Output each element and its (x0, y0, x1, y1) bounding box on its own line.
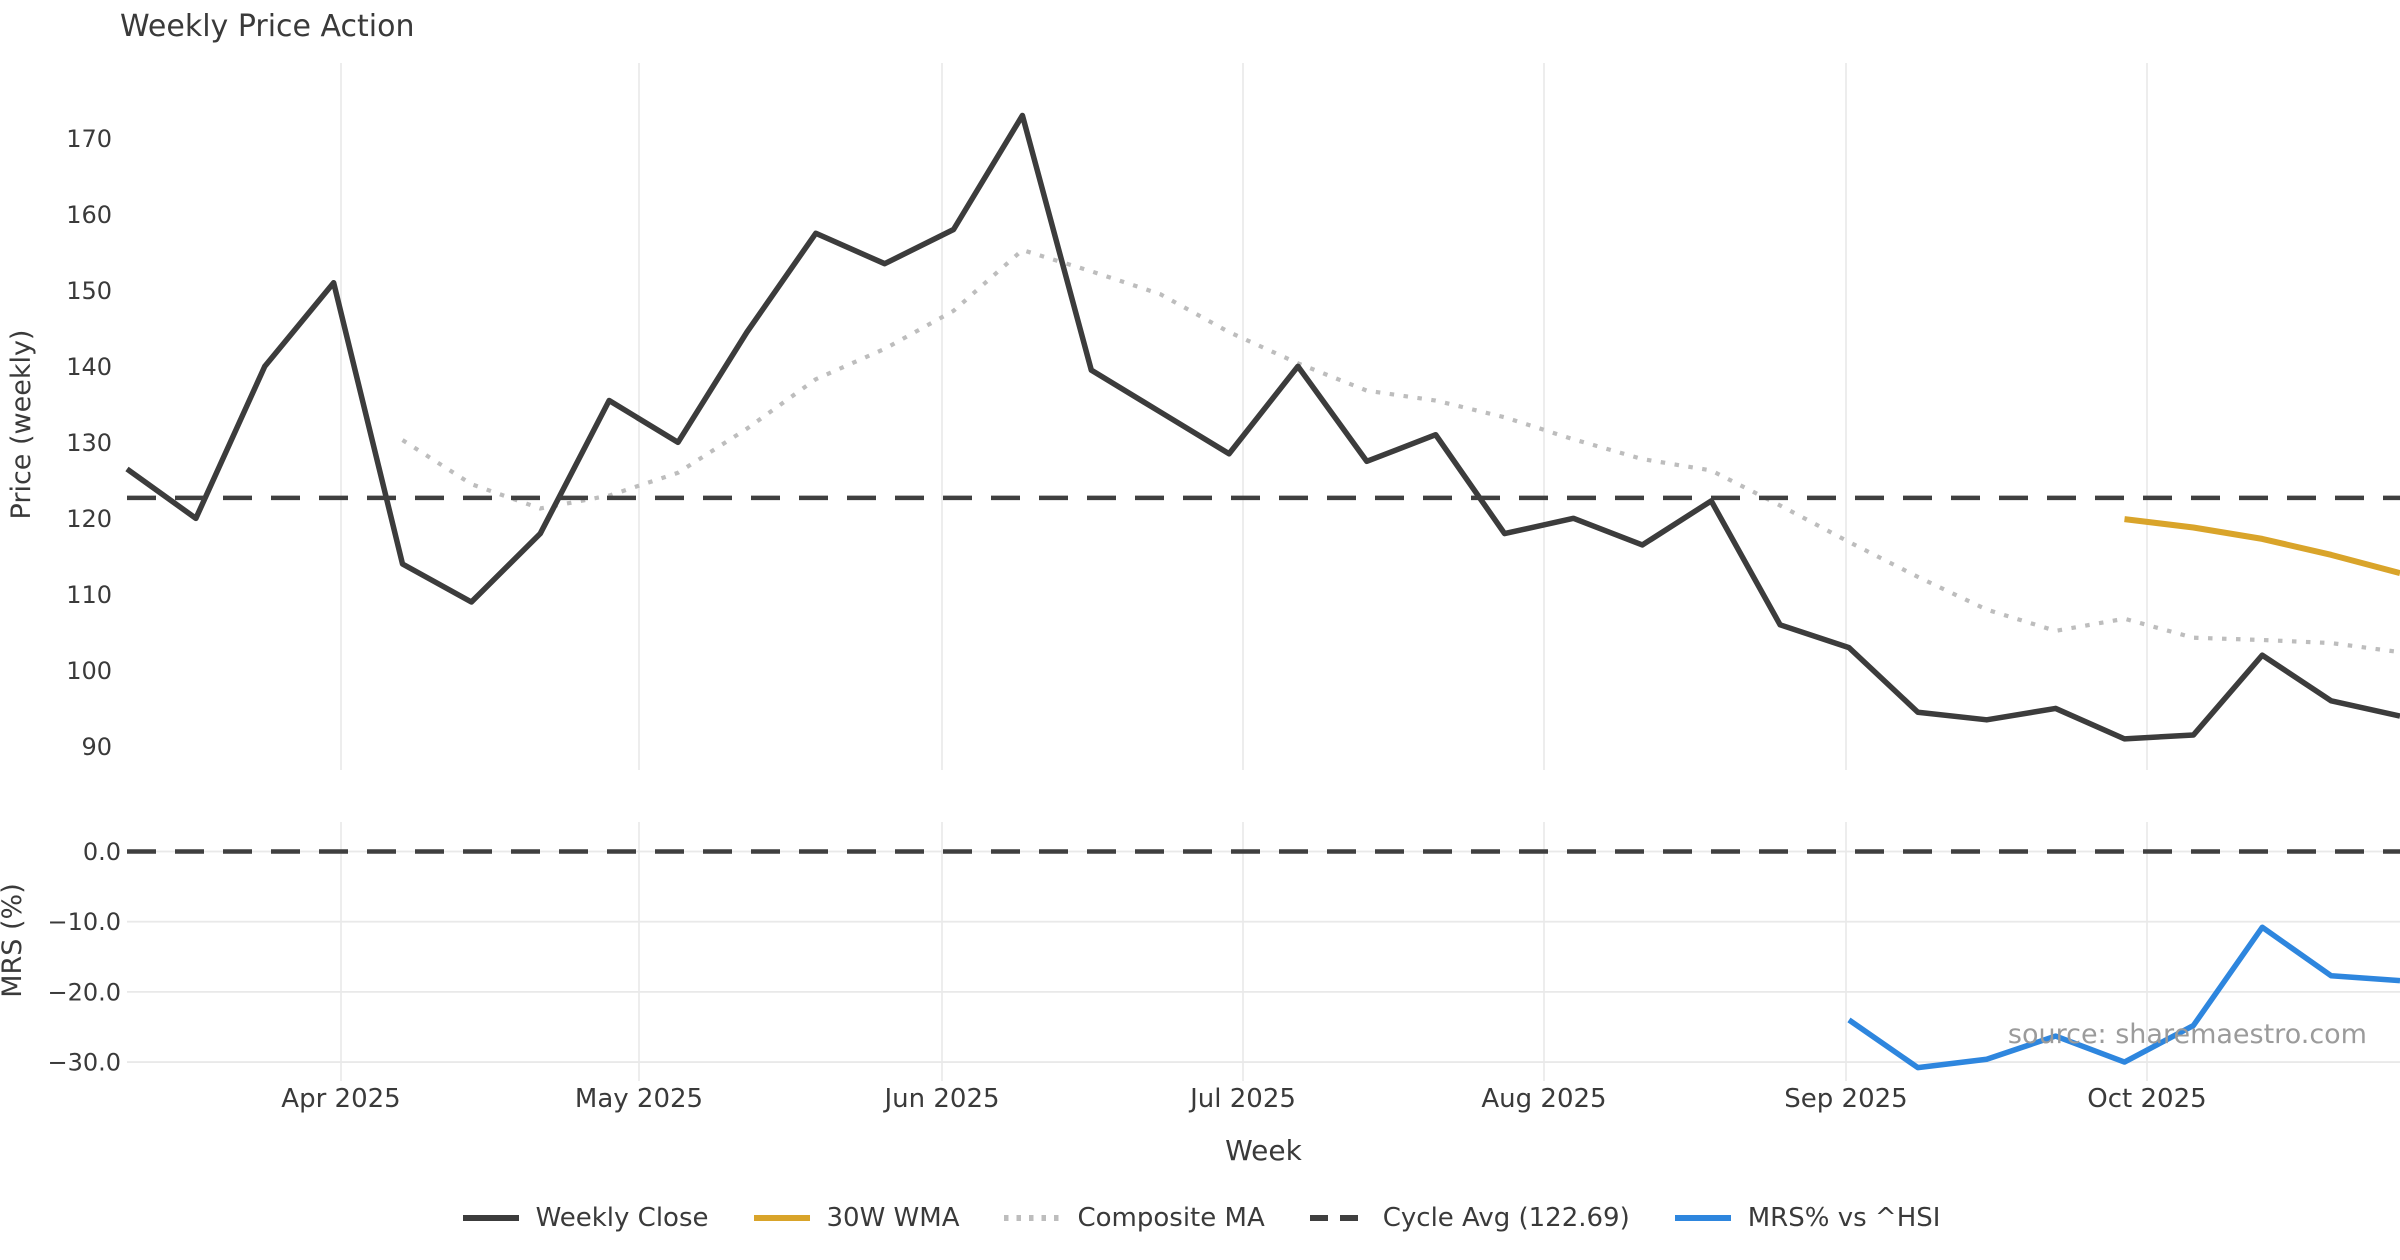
x-tick-label: May 2025 (575, 1084, 703, 1114)
y-axis-label: MRS (%) (0, 883, 28, 998)
y-tick-label: 140 (66, 353, 112, 381)
y-tick-label: 100 (66, 657, 112, 685)
legend-item-cycle-avg: Cycle Avg (122.69) (1307, 1203, 1630, 1233)
chart-title: Weekly Price Action (120, 9, 415, 44)
legend-swatch-cycle-avg-line (1309, 1215, 1366, 1221)
y-tick-label: 150 (66, 277, 112, 305)
y-tick-label: −30.0 (47, 1049, 121, 1077)
x-tick-label: Apr 2025 (281, 1084, 400, 1114)
y-tick-label: −20.0 (47, 978, 121, 1006)
legend-label-cycle-avg: Cycle Avg (122.69) (1382, 1203, 1630, 1233)
y-tick-label: 130 (66, 429, 112, 457)
legend: Weekly Close 30W WMA Composite MA Cycle … (0, 1203, 2400, 1233)
legend-swatch-composite-ma-line (1004, 1215, 1061, 1221)
y-tick-label: 170 (66, 125, 112, 153)
x-tick-label: Jun 2025 (882, 1084, 999, 1114)
x-tick-label: Aug 2025 (1481, 1084, 1606, 1114)
series-line-composite-ma (401, 247, 2400, 655)
series-line-weekly-close (125, 112, 2400, 742)
legend-swatch-weekly-close-line (462, 1215, 519, 1221)
legend-swatch-mrs-line (1674, 1215, 1731, 1221)
legend-item-mrs: MRS% vs ^HSI (1672, 1203, 1941, 1233)
legend-item-weekly-close: Weekly Close (460, 1203, 709, 1233)
y-tick-label: −10.0 (47, 908, 121, 936)
source-note: source: sharemaestro.com (2007, 1019, 2367, 1050)
legend-item-30w-wma: 30W WMA (751, 1203, 960, 1233)
legend-label-composite-ma: Composite MA (1077, 1203, 1265, 1233)
series-line-30w-wma (2124, 516, 2400, 577)
x-tick-label: Jul 2025 (1188, 1084, 1296, 1114)
y-tick-label: 90 (81, 733, 112, 761)
y-tick-label: 120 (66, 505, 112, 533)
y-axis-label: Price (weekly) (6, 330, 37, 520)
legend-label-weekly-close: Weekly Close (535, 1203, 709, 1233)
series-line-mrs-vs-hsi (1847, 924, 2400, 1071)
y-tick-label: 110 (66, 581, 112, 609)
x-axis-label: Week (1225, 1134, 1302, 1167)
legend-item-composite-ma: Composite MA (1001, 1203, 1265, 1233)
legend-label-mrs: MRS% vs ^HSI (1747, 1203, 1941, 1233)
y-tick-label: 0.0 (83, 838, 121, 866)
y-tick-label: 160 (66, 201, 112, 229)
legend-swatch-30w-wma-line (753, 1215, 810, 1221)
legend-label-30w-wma: 30W WMA (826, 1203, 960, 1233)
x-tick-label: Sep 2025 (1784, 1084, 1907, 1114)
x-tick-label: Oct 2025 (2087, 1084, 2206, 1114)
